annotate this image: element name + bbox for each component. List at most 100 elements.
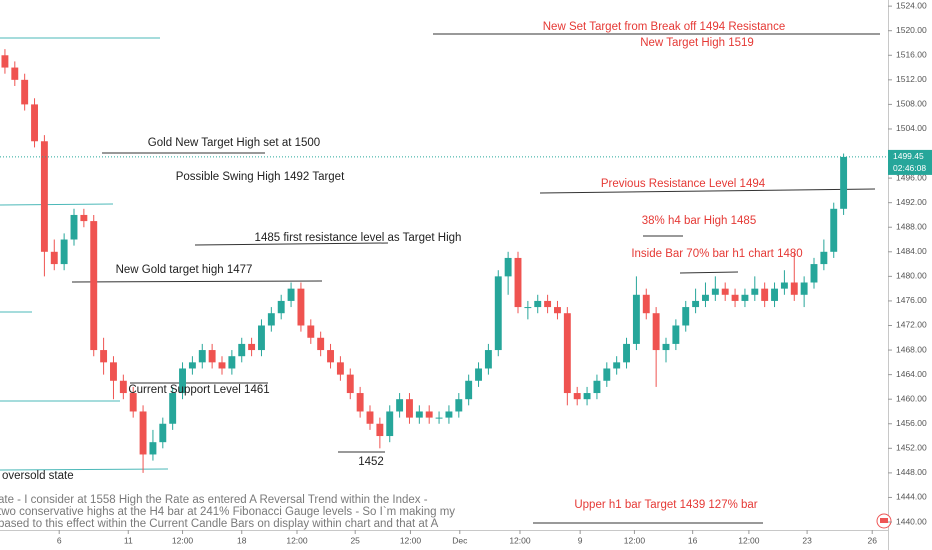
y-tick-label: 1524.00	[896, 0, 927, 10]
candle-body	[297, 288, 305, 326]
note-text: based to this effect within the Current …	[0, 518, 439, 530]
candle-body	[238, 343, 246, 357]
candle-body	[563, 313, 571, 394]
drawings	[0, 33, 880, 524]
candle-body	[445, 411, 453, 418]
annotation: Gold New Target High set at 1500	[148, 137, 320, 149]
candle-body	[721, 288, 729, 295]
y-tick-label: 1520.00	[896, 25, 927, 35]
candle-body	[603, 368, 611, 381]
candle-body	[159, 423, 167, 443]
candle-body	[406, 399, 413, 418]
candle-body	[366, 411, 374, 424]
x-tick-label: 12:00	[738, 535, 760, 545]
candle-body	[642, 294, 650, 314]
annotation: Upper h1 bar Target 1439 127% bar	[574, 499, 757, 511]
candle-body	[198, 350, 206, 363]
candle-body	[544, 300, 552, 308]
candle-body	[504, 257, 512, 277]
candle-body	[435, 417, 443, 419]
y-tick-label: 1484.00	[896, 246, 927, 256]
candle-body	[711, 288, 719, 295]
candle-body	[623, 343, 630, 363]
candle-body	[790, 282, 798, 295]
y-tick-label: 1460.00	[896, 393, 927, 403]
candle-body	[751, 288, 759, 295]
candle-body	[514, 257, 522, 308]
candle-body	[307, 325, 315, 338]
candle-body	[100, 350, 108, 363]
candle-body	[652, 313, 660, 351]
x-tick-label: 9	[578, 535, 583, 545]
candle-body	[761, 288, 769, 301]
candle-body	[50, 251, 58, 265]
last-price-label: 1499.45	[893, 151, 924, 161]
candle-body	[208, 350, 216, 363]
candle-body	[731, 294, 739, 301]
candle-body	[692, 300, 700, 308]
y-tick-label: 1468.00	[896, 344, 927, 354]
candle-body	[771, 288, 778, 301]
candle-body	[534, 300, 542, 308]
candle-body	[800, 282, 808, 295]
candle-body	[188, 362, 196, 369]
y-tick-label: 1456.00	[896, 418, 927, 428]
x-tick-label: 11	[124, 535, 133, 545]
candle-body	[820, 251, 828, 265]
annotation: 38% h4 bar High 1485	[642, 215, 756, 227]
candle-body	[475, 368, 482, 381]
note-text: ate - I consider at 1558 High the Rate a…	[0, 494, 428, 506]
y-tick-label: 1492.00	[896, 197, 927, 207]
y-tick-label: 1472.00	[896, 320, 927, 330]
candle-body	[396, 399, 404, 412]
candle-body	[287, 288, 295, 301]
candle-body	[682, 307, 690, 326]
candle-body	[31, 104, 38, 142]
candle-body	[80, 214, 88, 222]
y-tick-label: 1452.00	[896, 443, 927, 453]
x-tick-label: 12:00	[509, 535, 531, 545]
note-text: two conservative highs at the H4 bar at …	[0, 506, 455, 518]
annotation: New Target High 1519	[640, 37, 754, 49]
candle-body	[356, 393, 364, 412]
x-tick-label: 12:00	[624, 535, 646, 545]
annotation: New Gold target high 1477	[116, 264, 253, 276]
candle-body	[465, 380, 473, 400]
candle-body	[672, 325, 680, 344]
x-tick-label: 25	[350, 535, 360, 545]
x-tick-label: 12:00	[286, 535, 308, 545]
drawn-line	[71, 280, 323, 283]
candle-body	[119, 380, 127, 394]
candle-body	[662, 343, 670, 351]
y-tick-label: 1508.00	[896, 99, 927, 109]
annotation: oversold state	[2, 470, 74, 482]
drawn-line	[539, 188, 876, 194]
annotation: Inside Bar 70% bar h1 chart 1480	[631, 248, 802, 260]
candle-body	[40, 141, 48, 252]
drawn-line	[0, 203, 114, 206]
candle-body	[741, 294, 749, 301]
y-tick-label: 1448.00	[896, 467, 927, 477]
candle-body	[228, 356, 236, 369]
y-tick-label: 1476.00	[896, 295, 927, 305]
candle-body	[336, 362, 344, 375]
annotation: 1485 first resistance level as Target Hi…	[255, 232, 462, 244]
candle-body	[425, 411, 433, 418]
x-tick-label: 26	[867, 535, 877, 545]
candle-body	[267, 313, 275, 326]
annotation: 1452	[358, 456, 384, 468]
x-tick-label: 12:00	[400, 535, 422, 545]
candle-body	[327, 350, 334, 363]
y-tick-label: 1440.00	[896, 516, 927, 526]
x-tick-label: 6	[57, 535, 62, 545]
y-tick-label: 1480.00	[896, 271, 927, 281]
candle-body	[179, 368, 186, 394]
candle-body	[129, 393, 137, 412]
candle-body	[830, 208, 838, 252]
x-tick-label: 18	[237, 535, 247, 545]
candle-body	[169, 393, 177, 424]
candle-body	[21, 79, 29, 105]
annotation: New Set Target from Break off 1494 Resis…	[543, 21, 785, 33]
